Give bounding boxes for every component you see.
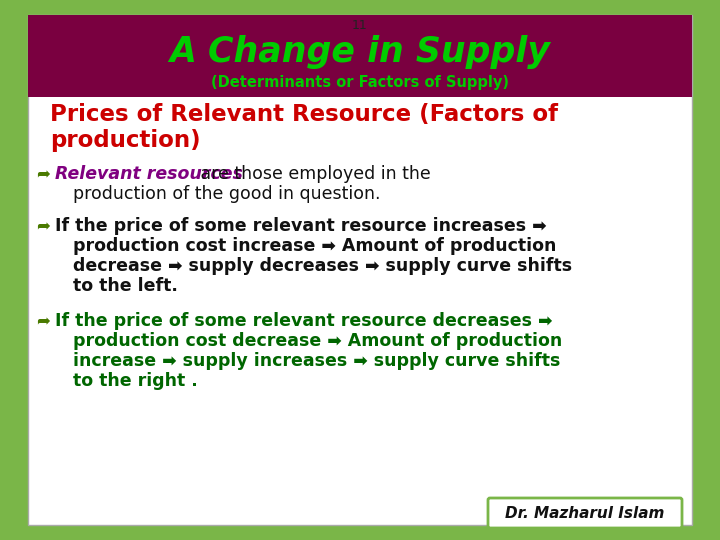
- FancyBboxPatch shape: [488, 498, 682, 528]
- Text: ➦: ➦: [36, 165, 50, 183]
- FancyBboxPatch shape: [28, 15, 692, 525]
- Text: Dr. Mazharul Islam: Dr. Mazharul Islam: [505, 505, 665, 521]
- Text: to the right .: to the right .: [73, 372, 198, 390]
- Text: are those employed in the: are those employed in the: [195, 165, 431, 183]
- FancyBboxPatch shape: [28, 15, 692, 97]
- Text: 11: 11: [352, 19, 368, 32]
- Text: production): production): [50, 129, 201, 152]
- Text: A Change in Supply: A Change in Supply: [170, 35, 550, 69]
- Text: decrease ➡ supply decreases ➡ supply curve shifts: decrease ➡ supply decreases ➡ supply cur…: [73, 257, 572, 275]
- Text: increase ➡ supply increases ➡ supply curve shifts: increase ➡ supply increases ➡ supply cur…: [73, 352, 560, 370]
- Text: ➦: ➦: [36, 217, 50, 235]
- Text: production cost increase ➡ Amount of production: production cost increase ➡ Amount of pro…: [73, 237, 557, 255]
- Text: Relevant resources: Relevant resources: [55, 165, 243, 183]
- Text: production of the good in question.: production of the good in question.: [73, 185, 380, 203]
- Text: If the price of some relevant resource increases ➡: If the price of some relevant resource i…: [55, 217, 546, 235]
- Text: to the left.: to the left.: [73, 277, 178, 295]
- Text: ➦: ➦: [36, 312, 50, 330]
- Text: production cost decrease ➡ Amount of production: production cost decrease ➡ Amount of pro…: [73, 332, 562, 350]
- Text: (Determinants or Factors of Supply): (Determinants or Factors of Supply): [211, 75, 509, 90]
- Text: Prices of Relevant Resource (Factors of: Prices of Relevant Resource (Factors of: [50, 103, 558, 126]
- Text: If the price of some relevant resource decreases ➡: If the price of some relevant resource d…: [55, 312, 552, 330]
